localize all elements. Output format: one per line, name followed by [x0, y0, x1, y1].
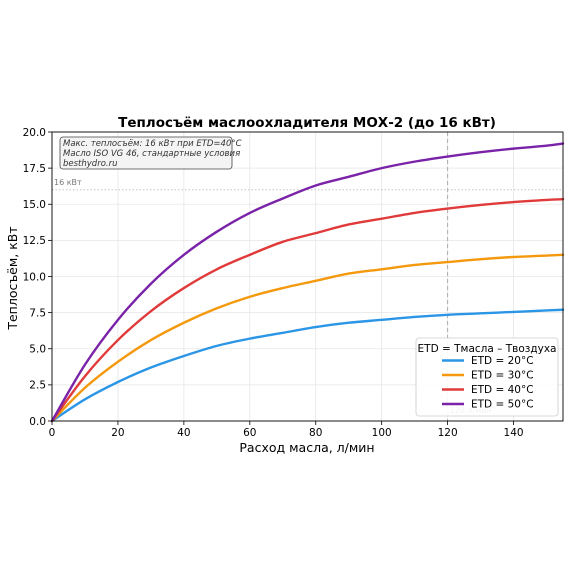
x-axis-label: Расход масла, л/мин	[239, 440, 374, 455]
annotation-box: Макс. теплосъём: 16 кВт при ETD=40°C Мас…	[59, 136, 242, 170]
y-tick-label: 0.0	[29, 416, 46, 428]
y-tick-label: 17.5	[23, 163, 46, 175]
series-line-4	[50, 142, 565, 423]
legend-label: ETD = 20°C	[471, 355, 534, 367]
x-axis-ticks: 0 20 40 60 80 100 120 140	[49, 421, 524, 439]
annotation-line-1: Макс. теплосъём: 16 кВт при ETD=40°C	[63, 139, 242, 149]
y-tick-label: 5.0	[29, 344, 46, 356]
series-line-3	[50, 197, 565, 423]
series-lines	[50, 142, 565, 423]
y-tick-label: 12.5	[23, 235, 46, 247]
y-axis-ticks: 0.0 2.5 5.0 7.5 10.0 12.5 15.0 17.5 20.0	[23, 127, 52, 428]
annotation-line-2: Масло ISO VG 46, стандартные условия	[63, 149, 240, 159]
legend-label: ETD = 50°C	[471, 399, 534, 411]
annotation-box-frame	[59, 136, 233, 170]
x-tick-label: 60	[243, 427, 256, 439]
x-tick-label: 140	[504, 427, 524, 439]
y-tick-label: 7.5	[29, 307, 46, 319]
y-tick-label: 2.5	[29, 380, 46, 392]
y-tick-label: 15.0	[23, 199, 46, 211]
legend-label: ETD = 30°C	[471, 370, 534, 382]
series-line-2	[50, 253, 565, 423]
x-tick-label: 40	[177, 427, 190, 439]
x-tick-label: 120	[438, 427, 458, 439]
legend-frame	[415, 337, 559, 417]
reference-label-y: 16 кВт	[54, 178, 82, 187]
chart-title: Теплосъём маслоохладителя МОХ-2 (до 16 к…	[118, 115, 496, 131]
legend-label: ETD = 40°C	[471, 384, 534, 396]
x-tick-label: 100	[372, 427, 392, 439]
x-tick-label: 0	[49, 427, 56, 439]
legend-entries: ETD = 20°C ETD = 30°C ETD = 40°C ETD = 50°C	[442, 355, 534, 411]
y-tick-label: 10.0	[23, 271, 46, 283]
x-tick-label: 20	[111, 427, 124, 439]
y-axis-label: Теплосъём, кВт	[5, 226, 20, 330]
legend-title: ETD = Тмасла – Твоздуха	[418, 343, 557, 355]
x-tick-label: 80	[309, 427, 322, 439]
y-tick-label: 20.0	[23, 127, 46, 139]
series-line-1	[50, 308, 565, 423]
annotation-line-3: besthydro.ru	[63, 159, 117, 169]
